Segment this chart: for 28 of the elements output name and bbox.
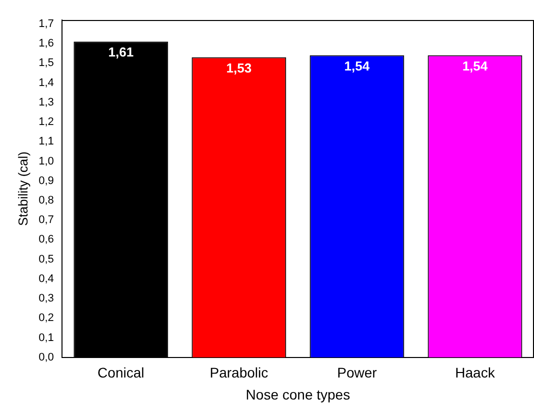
y-tick-label: 1,1 (38, 136, 54, 148)
y-tick-label: 1,3 (38, 96, 54, 108)
data-label: 1,54 (344, 58, 370, 74)
y-tick-label: 1,6 (38, 38, 54, 50)
y-tick-label: 0,5 (38, 253, 54, 266)
y-tick-label: 0,3 (38, 292, 54, 305)
data-label: 1,53 (226, 60, 252, 76)
data-label: 1,54 (462, 58, 488, 74)
x-tick-label: Haack (455, 364, 496, 381)
x-tick-label: Conical (98, 364, 144, 381)
y-tick-label: 1,0 (38, 155, 54, 168)
y-tick-label: 0,4 (38, 272, 54, 285)
y-tick-label: 0,7 (38, 214, 54, 226)
data-label: 1,61 (108, 44, 134, 60)
y-axis-title: Stability (cal) (15, 151, 30, 226)
y-tick-label: 0,9 (38, 174, 54, 187)
y-tick-label: 1,4 (38, 76, 54, 89)
y-tick-label: 0,6 (38, 234, 54, 246)
y-tick-label: 1,2 (38, 116, 54, 128)
y-tick-label: 1,5 (38, 57, 54, 70)
y-tick-label: 0,8 (38, 194, 54, 206)
y-tick-label: 1,7 (38, 18, 54, 30)
x-axis-title: Nose cone types (246, 386, 350, 402)
x-tick-label: Parabolic (210, 364, 268, 381)
x-tick-label: Power (337, 364, 378, 381)
y-tick-label: 0,2 (38, 312, 54, 324)
y-tick-label: 0,1 (38, 332, 54, 344)
y-tick-label: 0,0 (38, 351, 54, 364)
